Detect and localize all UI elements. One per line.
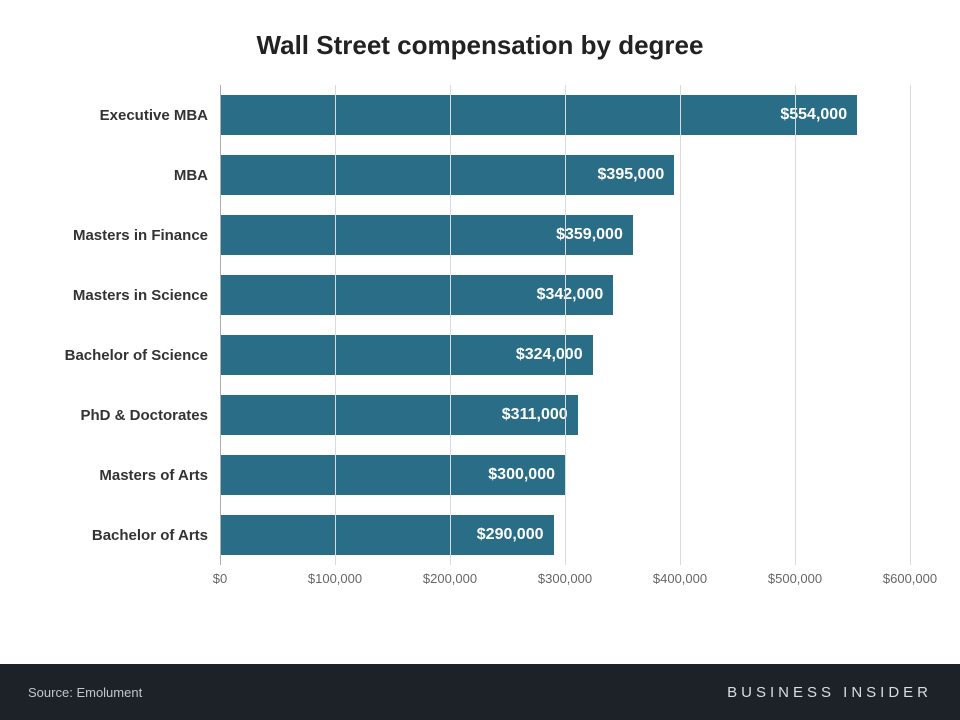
bar-value-label: $300,000 [488, 466, 555, 484]
bar: $300,000 [220, 455, 565, 495]
source-name: Emolument [76, 685, 142, 700]
brand-logo: BUSINESS INSIDER [727, 684, 932, 701]
bar: $342,000 [220, 275, 613, 315]
category-label: MBA [50, 167, 220, 184]
bar-row: PhD & Doctorates $311,000 [50, 385, 910, 445]
x-tick-label: $400,000 [653, 571, 707, 586]
bar: $324,000 [220, 335, 593, 375]
bar-row: Masters in Science $342,000 [50, 265, 910, 325]
gridline [910, 85, 911, 565]
x-tick-label: $500,000 [768, 571, 822, 586]
plot-area: Executive MBA $554,000 MBA $395,000 Masters … [50, 85, 910, 593]
gridline [450, 85, 451, 565]
x-tick-label: $600,000 [883, 571, 937, 586]
bar-value-label: $324,000 [516, 346, 583, 364]
bar-row: Masters in Finance $359,000 [50, 205, 910, 265]
category-label: Bachelor of Arts [50, 527, 220, 544]
bar: $311,000 [220, 395, 578, 435]
gridline [335, 85, 336, 565]
gridline [795, 85, 796, 565]
category-label: Bachelor of Science [50, 347, 220, 364]
bar-value-label: $311,000 [502, 406, 568, 424]
bar: $359,000 [220, 215, 633, 255]
bar-row: Executive MBA $554,000 [50, 85, 910, 145]
bar-row: MBA $395,000 [50, 145, 910, 205]
bar-value-label: $359,000 [556, 226, 623, 244]
bar: $395,000 [220, 155, 674, 195]
x-axis-ticks: $0 $100,000 $200,000 $300,000 $400,000 $500,0… [50, 565, 910, 593]
category-label: Executive MBA [50, 107, 220, 124]
category-label: Masters in Science [50, 287, 220, 304]
footer: Source: Emolument BUSINESS INSIDER [0, 664, 960, 720]
x-tick-label: $200,000 [423, 571, 477, 586]
x-tick-label: $100,000 [308, 571, 362, 586]
bar-series: Executive MBA $554,000 MBA $395,000 Masters … [50, 85, 910, 565]
y-axis-line [220, 85, 221, 565]
bar-row: Bachelor of Science $324,000 [50, 325, 910, 385]
category-label: Masters in Finance [50, 227, 220, 244]
bar-value-label: $395,000 [598, 166, 665, 184]
source-credit: Source: Emolument [28, 685, 142, 700]
chart-area: Wall Street compensation by degree Execu… [0, 0, 960, 664]
x-tick-label: $300,000 [538, 571, 592, 586]
bar: $290,000 [220, 515, 554, 555]
source-prefix: Source: [28, 685, 73, 700]
category-label: PhD & Doctorates [50, 407, 220, 424]
bar-value-label: $290,000 [477, 526, 544, 544]
bar: $554,000 [220, 95, 857, 135]
bar-row: Masters of Arts $300,000 [50, 445, 910, 505]
gridline [565, 85, 566, 565]
chart-title: Wall Street compensation by degree [50, 30, 910, 61]
x-tick-label: $0 [213, 571, 227, 586]
gridline [680, 85, 681, 565]
bar-value-label: $342,000 [537, 286, 604, 304]
bar-row: Bachelor of Arts $290,000 [50, 505, 910, 565]
category-label: Masters of Arts [50, 467, 220, 484]
bar-value-label: $554,000 [780, 106, 847, 124]
